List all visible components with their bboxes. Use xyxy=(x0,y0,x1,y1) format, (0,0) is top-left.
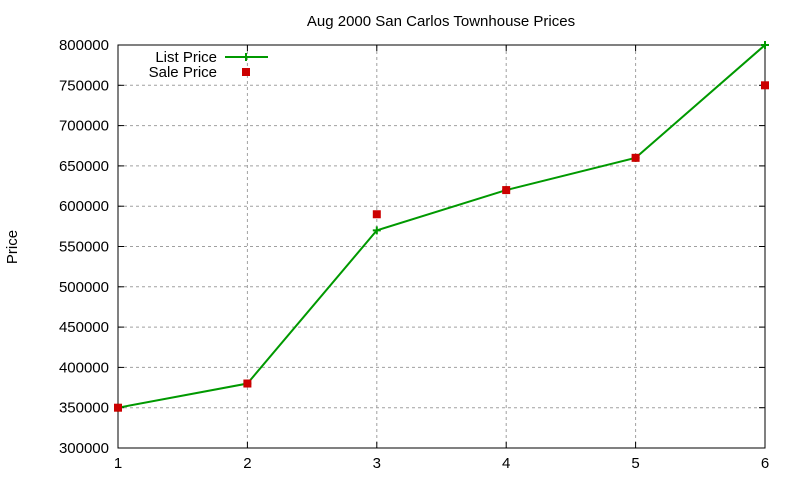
plot-frame xyxy=(117,44,766,449)
x-tick-label: 5 xyxy=(631,455,639,472)
y-tick-label: 350000 xyxy=(59,400,109,417)
x-tick-label: 3 xyxy=(373,455,381,472)
list-price-marker xyxy=(372,226,381,235)
y-tick-label: 800000 xyxy=(59,37,109,54)
list-price-line xyxy=(117,44,766,409)
x-tick-label: 6 xyxy=(761,455,769,472)
x-axis-ticks: 1 2 3 4 5 6 xyxy=(114,45,769,472)
sale-price-marker xyxy=(372,210,381,219)
y-tick-label: 600000 xyxy=(59,198,109,215)
y-tick-label: 450000 xyxy=(59,319,109,336)
y-tick-label: 300000 xyxy=(59,440,109,457)
x-tick-label: 4 xyxy=(502,455,510,472)
sale-price-marker xyxy=(243,379,252,388)
sale-price-marker xyxy=(761,81,769,90)
y-tick-label: 650000 xyxy=(59,158,109,175)
legend-label: Sale Price xyxy=(149,64,217,81)
legend-label: List Price xyxy=(155,49,217,66)
sale-price-marker xyxy=(631,153,640,162)
y-tick-label: 700000 xyxy=(59,118,109,135)
sale-price-marker xyxy=(502,186,511,195)
y-axis-ticks: 300000 350000 400000 450000 500000 550000 6000… xyxy=(59,37,765,457)
data-series xyxy=(114,41,769,412)
x-tick-label: 1 xyxy=(114,455,122,472)
y-axis-label: Price xyxy=(4,230,21,264)
chart-title: Aug 2000 San Carlos Townhouse Prices xyxy=(307,13,575,30)
y-tick-label: 400000 xyxy=(59,359,109,376)
y-tick-label: 500000 xyxy=(59,279,109,296)
y-tick-label: 750000 xyxy=(59,77,109,94)
sale-price-marker xyxy=(114,403,122,412)
y-tick-label: 550000 xyxy=(59,239,109,256)
list-price-marker xyxy=(761,41,769,49)
grid-lines xyxy=(118,45,765,448)
x-tick-label: 2 xyxy=(243,455,251,472)
